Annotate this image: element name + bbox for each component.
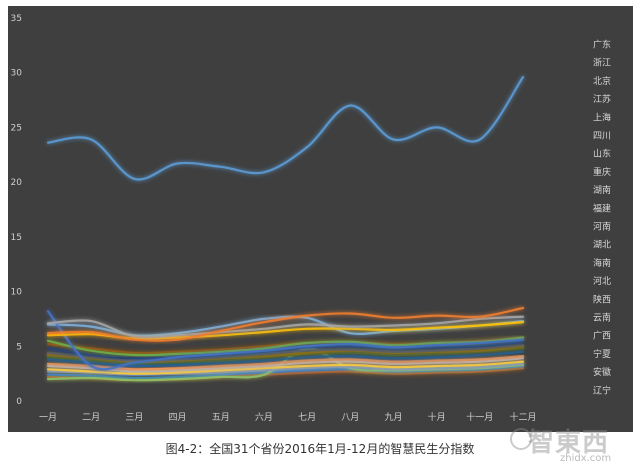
y-tick-label: 35 <box>11 14 22 24</box>
y-tick-label: 5 <box>16 342 22 352</box>
legend-label: 云南 <box>593 312 611 324</box>
figure-caption: 图4-2：全国31个省份2016年1月-12月的智慧民生分指数 <box>165 442 475 456</box>
legend-label: 河北 <box>593 275 611 287</box>
series-line-安徽 <box>46 364 525 380</box>
x-tick-label: 十一月 <box>466 411 493 423</box>
line-chart: 0 5 10 15 20 25 30 35 一月 二月 三月 四月 五月 六月 七月 八月 九月 十月 十一月 十二… <box>11 14 611 423</box>
legend-label: 海南 <box>593 257 611 269</box>
legend-label: 重庆 <box>593 166 611 178</box>
x-tick-label: 五月 <box>212 412 230 423</box>
y-tick-label: 15 <box>11 233 22 243</box>
legend-label: 江苏 <box>593 93 611 105</box>
legend-label: 湖北 <box>593 240 611 251</box>
series-line-上海 <box>46 310 525 371</box>
series-line-浙江 <box>46 306 525 342</box>
legend-label: 辽宁 <box>593 384 611 396</box>
x-tick-label: 六月 <box>255 411 273 423</box>
chart-panel: 0 5 10 15 20 25 30 35 一月 二月 三月 四月 五月 六月 七月 八月 九月 十月 十一月 十二… <box>8 6 633 432</box>
y-tick-label: 25 <box>11 123 22 133</box>
x-tick-label: 七月 <box>298 412 316 423</box>
legend-label: 河南 <box>593 221 611 233</box>
series-line-河南 <box>46 350 525 368</box>
legend-label: 广东 <box>593 39 611 51</box>
legend-label: 四川 <box>593 132 611 142</box>
legend-label: 浙江 <box>593 57 611 69</box>
y-tick-label: 0 <box>16 397 22 407</box>
legend-label: 宁夏 <box>593 348 611 360</box>
legend-label: 广西 <box>593 330 611 342</box>
y-tick-label: 30 <box>11 69 23 79</box>
x-tick-label: 九月 <box>384 412 402 423</box>
legend-label: 安徽 <box>593 366 611 378</box>
x-tick-label: 一月 <box>39 412 57 423</box>
series-line-宁夏 <box>46 347 525 382</box>
x-tick-label: 八月 <box>341 412 359 423</box>
y-tick-label: 20 <box>11 178 23 188</box>
legend-label: 山东 <box>593 148 611 160</box>
x-tick-label: 十二月 <box>509 411 536 423</box>
series-lines <box>46 76 525 382</box>
series-line-北京 <box>46 315 525 339</box>
x-axis: 一月 二月 三月 四月 五月 六月 七月 八月 九月 十月 十一月 十二月 <box>39 411 537 423</box>
series-line-河北 <box>46 355 525 371</box>
series-line-云南 <box>46 360 525 375</box>
series-line-四川 <box>46 336 525 357</box>
x-tick-label: 三月 <box>125 412 143 423</box>
x-tick-label: 二月 <box>82 412 100 423</box>
x-tick-label: 十月 <box>428 411 446 423</box>
x-tick-label: 四月 <box>169 412 187 423</box>
series-line-陕西 <box>46 357 525 373</box>
legend-label: 陕西 <box>593 293 611 305</box>
legend-label: 福建 <box>593 202 611 214</box>
series-line-广东 <box>46 76 525 181</box>
series-line-湖南 <box>46 344 525 362</box>
y-tick-label: 10 <box>11 288 23 298</box>
legend-label: 湖南 <box>593 184 611 196</box>
legend-label: 北京 <box>593 75 611 87</box>
legend-label: 上海 <box>593 111 611 123</box>
y-axis: 0 5 10 15 20 25 30 35 <box>11 14 23 407</box>
